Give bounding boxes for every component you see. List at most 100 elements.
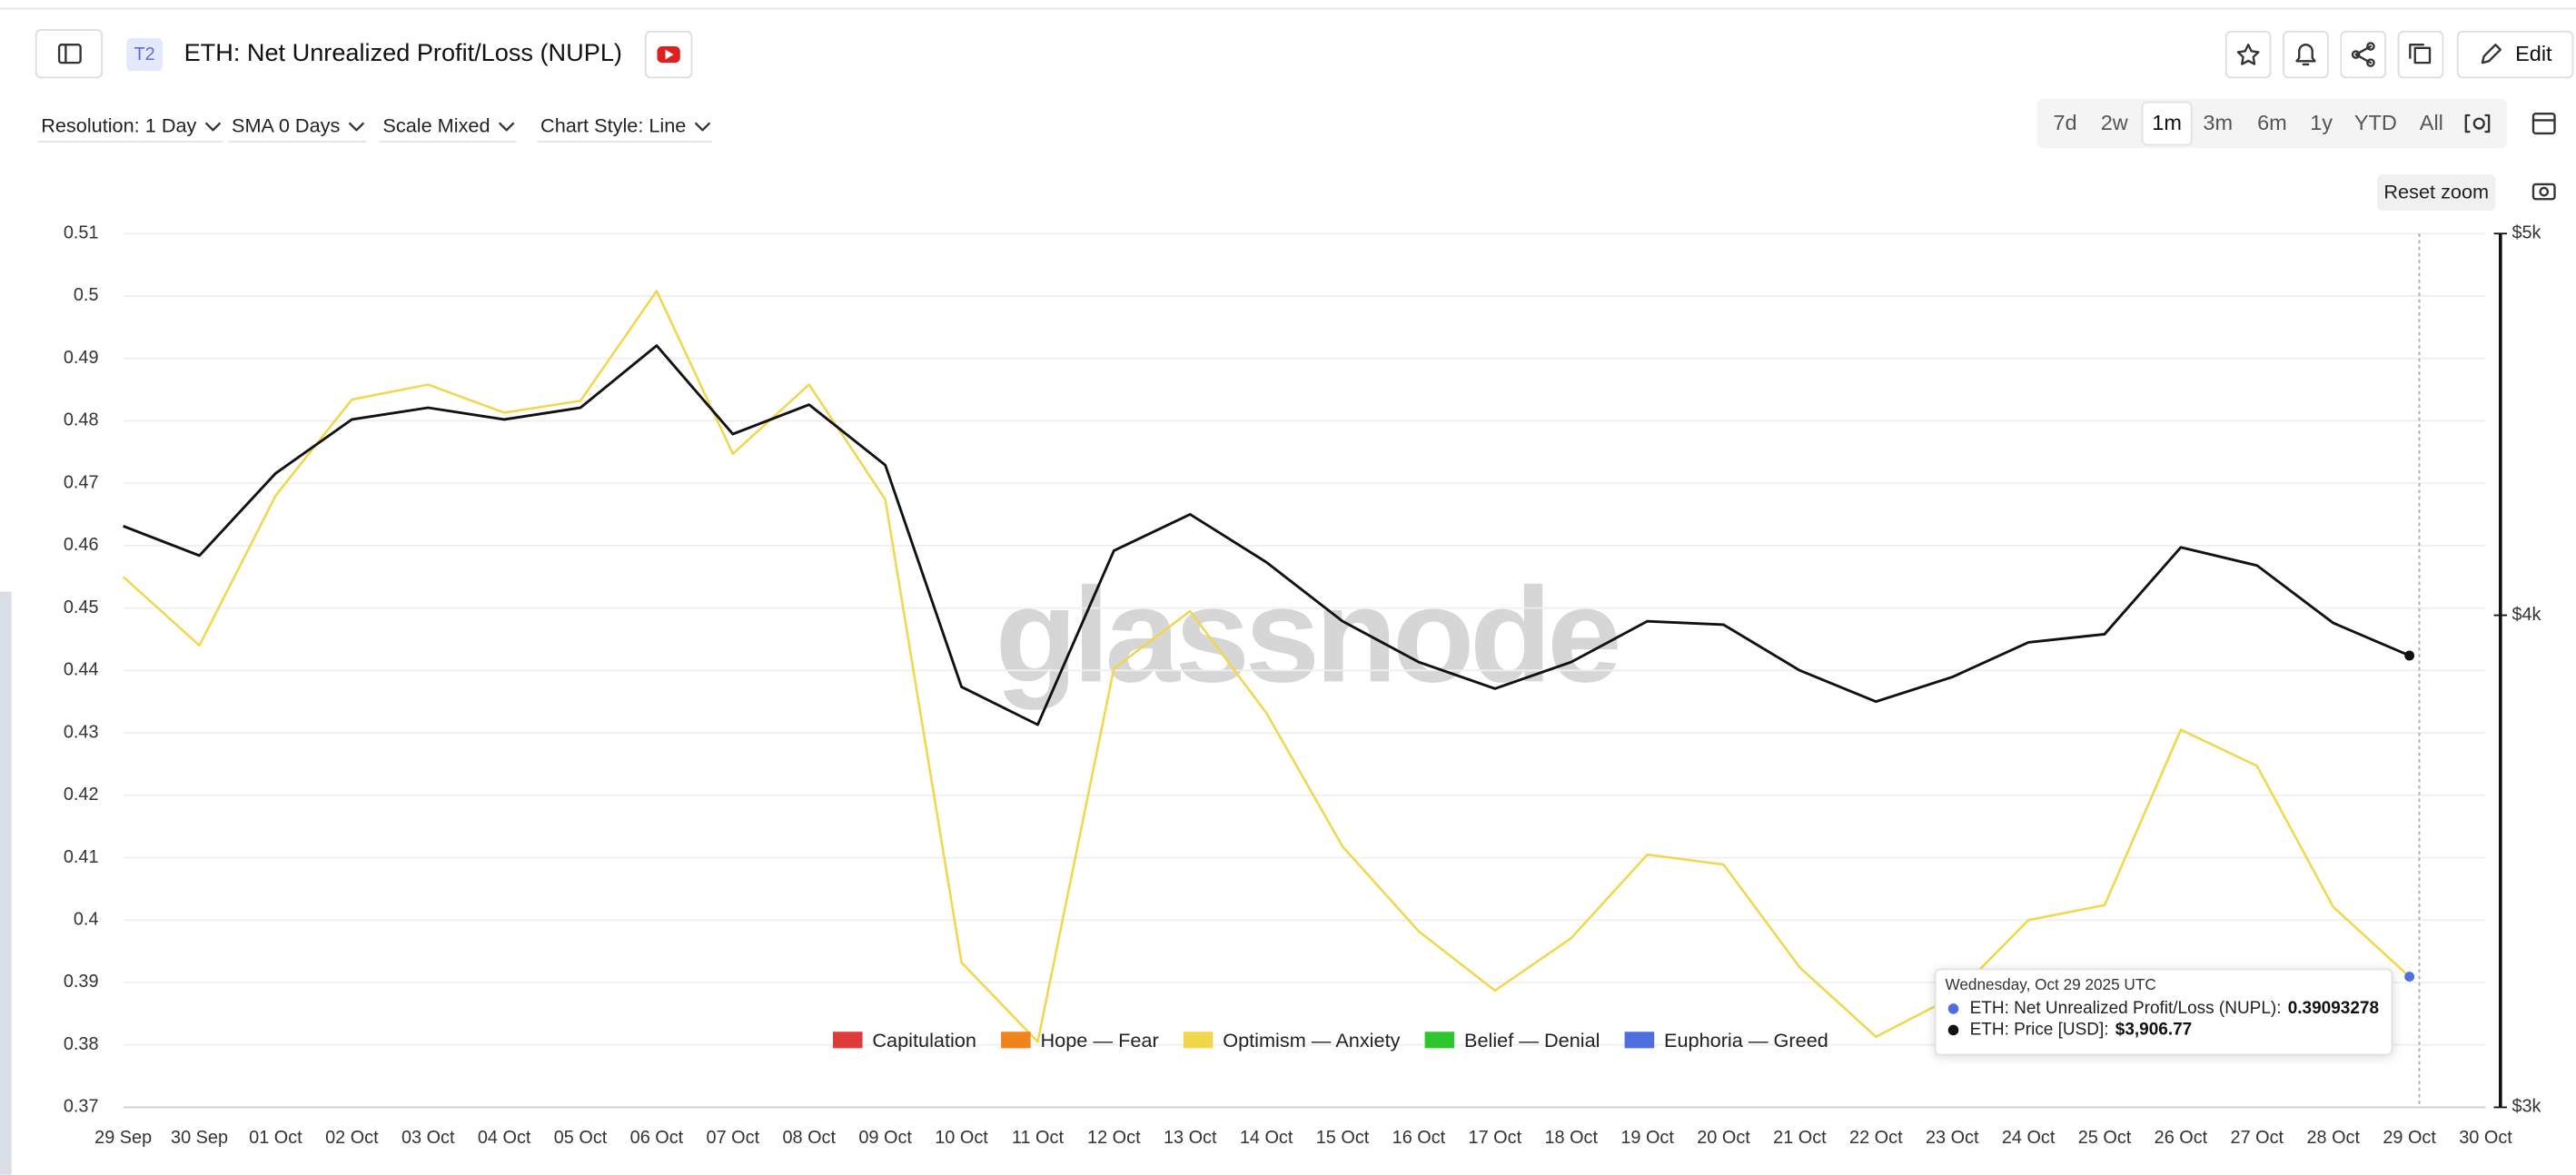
camera-lens: [2539, 186, 2550, 197]
x-tick-label: 11 Oct: [1012, 1128, 1065, 1148]
x-tick-label: 13 Oct: [1164, 1128, 1217, 1148]
zoom-select-lens: [2472, 117, 2485, 130]
share-node: [2351, 50, 2361, 59]
y2-tick-label: $5k: [2512, 222, 2541, 242]
x-tick-label: 23 Oct: [1926, 1128, 1979, 1148]
x-tick-label: 16 Oct: [1392, 1128, 1446, 1148]
legend-swatch: [1424, 1032, 1455, 1049]
x-tick-label: 12 Oct: [1087, 1128, 1141, 1148]
tier-badge: T2: [134, 44, 155, 64]
range-button[interactable]: 1m: [2152, 111, 2182, 134]
y2-tick-label: $3k: [2512, 1097, 2541, 1117]
y-tick-label: 0.46: [64, 535, 99, 555]
x-tick-label: 04 Oct: [478, 1128, 531, 1148]
y-tick-label: 0.45: [64, 597, 99, 617]
x-tick-label: 05 Oct: [554, 1128, 608, 1148]
x-tick-label: 07 Oct: [707, 1128, 760, 1148]
y-tick-label: 0.39: [64, 972, 99, 992]
range-button[interactable]: 3m: [2203, 111, 2233, 134]
tooltip-label: ETH: Price [USD]:: [1970, 1020, 2109, 1039]
x-tick-label: 17 Oct: [1469, 1128, 1522, 1148]
x-tick-label: 25 Oct: [2078, 1128, 2132, 1148]
y-tick-label: 0.4: [74, 910, 99, 930]
x-tick-label: 09 Oct: [858, 1128, 912, 1148]
range-active: [2141, 101, 2193, 146]
y-tick-label: 0.49: [64, 348, 99, 368]
sidebar-icon: [57, 44, 82, 64]
dropdown-label[interactable]: Chart Style: Line: [540, 114, 686, 136]
share-button[interactable]: [2340, 30, 2387, 79]
reset-zoom-button[interactable]: [2377, 174, 2496, 211]
dropdown-chevron: [695, 122, 710, 132]
x-tick-label: 06 Oct: [630, 1128, 684, 1148]
chart: 0.37 0.38 0.39 0.4 0.41 0.42 0.43 0.44 0.45 0.46 0…: [64, 222, 2541, 1148]
x-tick-label: 08 Oct: [782, 1128, 836, 1148]
range-button[interactable]: All: [2420, 111, 2443, 134]
tooltip-dot: [1947, 1024, 1959, 1036]
legend-label: Euphoria — Greed: [1664, 1029, 1828, 1052]
dropdown-label[interactable]: Resolution: 1 Day: [41, 114, 196, 136]
hover-point: [2404, 650, 2415, 661]
edit-label: Edit: [2515, 42, 2552, 65]
range-button[interactable]: 1y: [2310, 111, 2333, 134]
edit-button[interactable]: [2456, 30, 2574, 79]
alert-button[interactable]: [2283, 30, 2329, 79]
range-button[interactable]: 2w: [2101, 111, 2129, 134]
controls: Resolution: 1 Day SMA 0 Days Scale Mixed Ch…: [37, 114, 713, 143]
legend-label: Optimism — Anxiety: [1223, 1029, 1400, 1052]
tooltip-dot: [1947, 1003, 1959, 1014]
y-tick-label: 0.38: [64, 1034, 99, 1054]
star-icon: [2236, 44, 2260, 65]
share-node: [2366, 42, 2375, 51]
x-tick-label: 03 Oct: [401, 1128, 455, 1148]
reset-zoom-label: Reset zoom: [2383, 181, 2489, 203]
scrollbar: [0, 591, 12, 1175]
tooltip-value: 0.39093278: [2288, 999, 2379, 1018]
legend-label: Capitulation: [872, 1029, 976, 1052]
x-tick-label: 18 Oct: [1544, 1128, 1598, 1148]
x-tick-label: 14 Oct: [1240, 1128, 1293, 1148]
bell-icon: [2295, 44, 2316, 66]
dropdown-label[interactable]: SMA 0 Days: [232, 114, 340, 136]
range-button[interactable]: 7d: [2053, 111, 2076, 134]
copy-icon: [2413, 46, 2432, 64]
y2-tick-label: $4k: [2512, 605, 2541, 625]
watermark: glassnode: [996, 560, 1619, 710]
x-tick-label: 29 Oct: [2383, 1128, 2436, 1148]
y-tick-label: 0.5: [74, 285, 99, 305]
y-tick-label: 0.43: [64, 722, 99, 742]
x-tick-label: 24 Oct: [2002, 1128, 2056, 1148]
x-tick-label: 02 Oct: [325, 1128, 379, 1148]
range-button[interactable]: YTD: [2354, 111, 2397, 134]
tooltip-label: ETH: Net Unrealized Profit/Loss (NUPL):: [1970, 999, 2282, 1018]
tooltip-box: [1934, 968, 2393, 1056]
x-tick-label: 30 Sep: [171, 1128, 228, 1148]
tooltip-value: $3,906.77: [2115, 1020, 2192, 1039]
copy-button[interactable]: [2397, 30, 2444, 79]
x-tick-label: 19 Oct: [1620, 1128, 1674, 1148]
sidebar-toggle[interactable]: [35, 29, 104, 79]
legend: Capitulation Hope — Fear Optimism — Anxiet…: [832, 1029, 1828, 1052]
y-tick-label: 0.44: [64, 660, 99, 680]
favorite-button[interactable]: [2224, 30, 2272, 79]
dropdown-chevron: [499, 122, 515, 132]
dropdown-label[interactable]: Scale Mixed: [382, 114, 490, 136]
zoom-select-icon[interactable]: [2464, 114, 2491, 133]
edit-icon: [2481, 44, 2502, 64]
legend-swatch: [832, 1032, 863, 1049]
copy-icon-back: [2409, 44, 2424, 59]
x-tick-label: 27 Oct: [2231, 1128, 2284, 1148]
calendar-icon[interactable]: [2531, 113, 2556, 135]
x-tick-label: 15 Oct: [1316, 1128, 1370, 1148]
tooltip-date: Wednesday, Oct 29 2025 UTC: [1945, 975, 2155, 993]
camera-icon[interactable]: [2531, 183, 2556, 201]
video-icon-play: [665, 49, 674, 60]
tier-badge-bg: [126, 37, 163, 72]
dropdown-chevron: [205, 122, 221, 132]
legend-swatch: [1001, 1032, 1031, 1049]
range-button[interactable]: 6m: [2257, 111, 2287, 134]
share-node: [2366, 58, 2375, 67]
x-tick-label: 01 Oct: [249, 1128, 302, 1148]
